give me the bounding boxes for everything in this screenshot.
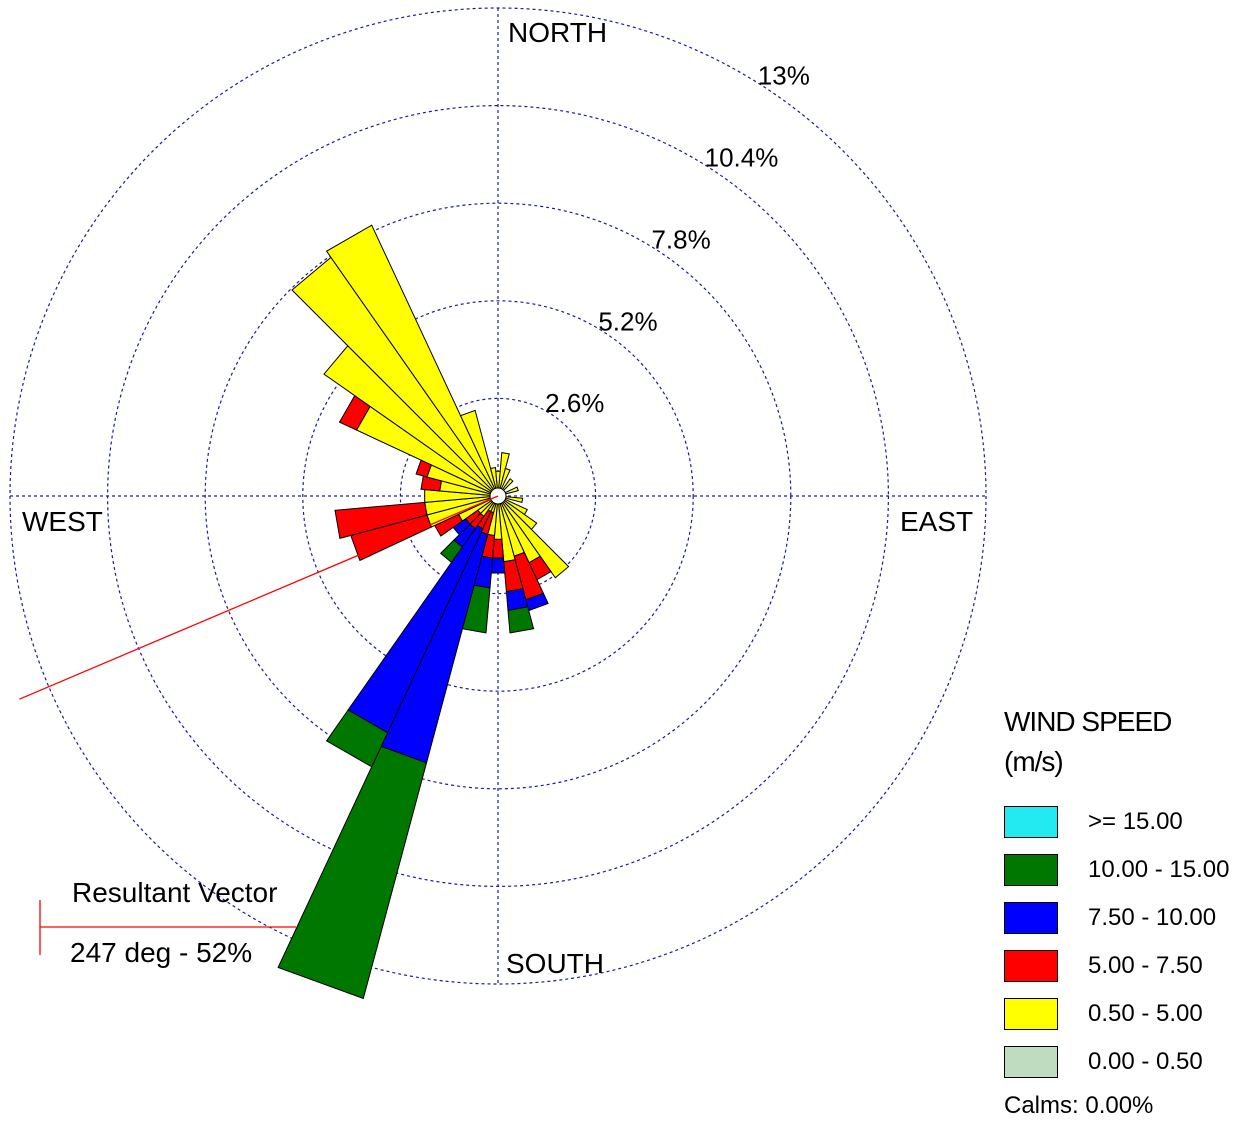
legend-units: (m/s) — [1004, 746, 1064, 777]
petal-170-bin-3 — [507, 606, 535, 634]
legend-label: 0.50 - 5.00 — [1088, 1000, 1203, 1027]
legend-label: 5.00 - 7.50 — [1088, 952, 1203, 979]
legend-title: WIND SPEED — [1004, 706, 1172, 737]
resultant-vector — [19, 495, 499, 955]
legend-label: 7.50 - 10.00 — [1088, 904, 1217, 931]
ring-labels: 2.6% 5.2% 7.8% 10.4% 13% — [545, 61, 810, 418]
ring-label-5: 13% — [758, 61, 810, 91]
ring-label-2: 5.2% — [598, 306, 657, 336]
ring-2 — [302, 300, 694, 692]
legend-swatch — [1004, 854, 1058, 886]
legend-swatch — [1004, 902, 1058, 934]
ring-label-4: 10.4% — [705, 143, 779, 173]
compass-west-label: WEST — [22, 506, 103, 537]
legend-rows: >= 15.00 10.00 - 15.00 7.50 - 10.00 5.00 - … — [1004, 798, 1254, 1086]
legend: WIND SPEED (m/s) >= 15.00 10.00 - 15.00 7.… — [1004, 702, 1254, 1120]
legend-item-1: >= 15.00 — [1004, 798, 1254, 846]
legend-label: >= 15.00 — [1088, 808, 1183, 835]
resultant-vector-line — [19, 495, 499, 700]
legend-label: 10.00 - 15.00 — [1088, 856, 1230, 883]
petal-210-bin-3 — [325, 709, 389, 768]
legend-item-3: 7.50 - 10.00 — [1004, 894, 1254, 942]
legend-swatch — [1004, 1046, 1058, 1078]
resultant-vector-value: 247 deg - 52% — [70, 937, 252, 968]
legend-swatch — [1004, 806, 1058, 838]
compass-north-label: NORTH — [508, 17, 607, 48]
resultant-vector-title: Resultant Vector — [72, 877, 277, 908]
petal-200-bin-3 — [277, 745, 428, 1000]
compass-south-label: SOUTH — [506, 948, 604, 979]
calms-label: Calms: 0.00% — [1004, 1092, 1154, 1119]
petal-180-bin-2 — [490, 557, 506, 574]
legend-swatch — [1004, 998, 1058, 1030]
legend-item-2: 10.00 - 15.00 — [1004, 846, 1254, 894]
legend-item-5: 0.50 - 5.00 — [1004, 990, 1254, 1038]
petal-220-bin-3 — [439, 539, 463, 564]
legend-item-4: 5.00 - 7.50 — [1004, 942, 1254, 990]
legend-swatch — [1004, 950, 1058, 982]
ring-label-3: 7.8% — [651, 224, 710, 254]
petal-260-bin-1 — [334, 501, 428, 540]
legend-item-6: 0.00 - 0.50 — [1004, 1038, 1254, 1086]
ring-label-1: 2.6% — [545, 388, 604, 418]
legend-label: 0.00 - 0.50 — [1088, 1048, 1203, 1075]
compass-east-label: EAST — [900, 506, 973, 537]
wind-petals — [277, 224, 570, 1000]
